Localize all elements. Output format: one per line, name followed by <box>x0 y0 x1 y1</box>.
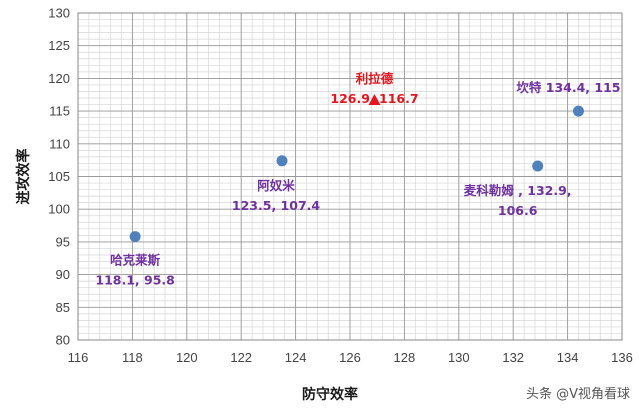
x-tick-label: 134 <box>557 350 579 365</box>
data-labels: 哈克莱斯 118.1, 95.8 阿奴米 123.5, 107.4 利拉德 126.9, … <box>95 71 620 288</box>
y-tick-label: 130 <box>48 6 70 21</box>
x-tick-label: 122 <box>230 350 252 365</box>
data-label-value: 106.6 <box>498 203 538 218</box>
x-axis-title: 防守效率 <box>302 386 358 403</box>
x-tick-label: 116 <box>68 350 89 365</box>
y-tick-label: 80 <box>56 333 70 348</box>
y-tick-label: 95 <box>56 234 70 249</box>
data-label-value: 118.1, 95.8 <box>95 273 174 288</box>
plot-border <box>77 12 623 341</box>
data-label-name: 利拉德 <box>356 71 394 86</box>
y-tick-label: 90 <box>56 267 70 282</box>
x-tick-label: 124 <box>285 350 307 365</box>
data-label-name: 麦科勒姆 , 132.9, <box>464 183 572 198</box>
y-axis-title: 进攻效率 <box>15 149 32 205</box>
y-tick-label: 120 <box>48 71 70 86</box>
x-tick-label: 126 <box>339 350 361 365</box>
data-label-value: 126.9, 116.7 <box>330 91 418 106</box>
data-point <box>276 155 288 167</box>
data-label-value: 123.5, 107.4 <box>232 198 320 213</box>
data-label-name: 坎特 134.4, 115 <box>516 80 620 95</box>
x-tick-labels: 116 118 120 122 124 126 128 130 132 134 136 <box>68 350 633 365</box>
x-tick-label: 132 <box>502 350 524 365</box>
data-point <box>532 160 544 172</box>
data-label-name: 阿奴米 <box>257 178 295 193</box>
x-tick-label: 118 <box>122 350 143 365</box>
x-tick-label: 130 <box>448 350 470 365</box>
y-tick-label: 105 <box>48 169 70 184</box>
data-label-name: 哈克莱斯 <box>110 253 161 268</box>
y-tick-label: 85 <box>56 300 70 315</box>
grid-major <box>77 12 623 341</box>
data-points <box>129 93 584 243</box>
y-tick-label: 125 <box>48 38 70 53</box>
y-tick-label: 110 <box>49 136 70 151</box>
x-tick-label: 120 <box>176 350 198 365</box>
y-tick-label: 100 <box>48 202 70 217</box>
data-point <box>572 105 584 117</box>
watermark: 头条 @V视角看球 <box>526 386 630 402</box>
x-tick-label: 136 <box>611 350 633 365</box>
data-point-triangle <box>368 93 381 105</box>
y-tick-labels: 80 85 90 95 100 105 110 115 120 125 130 <box>48 6 70 348</box>
y-tick-label: 115 <box>49 104 70 119</box>
x-tick-label: 128 <box>394 350 416 365</box>
data-point <box>129 231 141 243</box>
